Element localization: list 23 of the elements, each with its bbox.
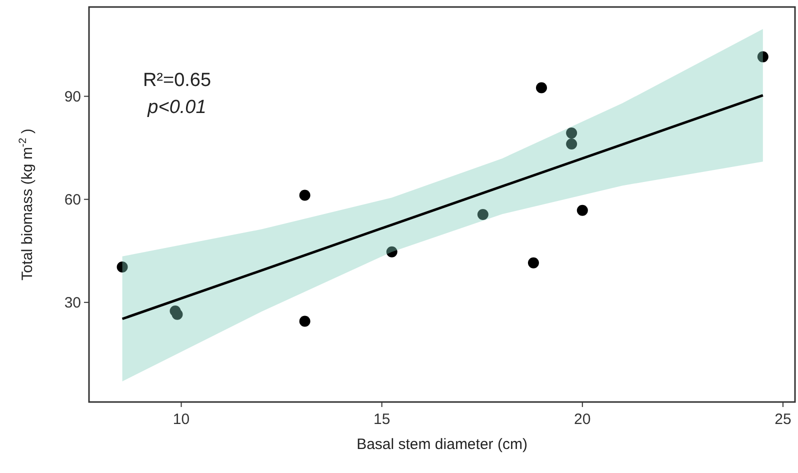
x-tick-label: 15 bbox=[373, 411, 390, 428]
point bbox=[477, 208, 488, 220]
point bbox=[576, 204, 588, 216]
x-axis-title: Basal stem diameter (cm) bbox=[356, 436, 528, 453]
y-tick-label: 90 bbox=[64, 88, 81, 106]
point bbox=[172, 308, 183, 320]
point bbox=[566, 128, 578, 139]
point bbox=[299, 190, 310, 201]
point bbox=[528, 257, 539, 268]
x-tick-label: 10 bbox=[172, 411, 190, 428]
point bbox=[566, 138, 578, 150]
point bbox=[386, 246, 398, 258]
line-series bbox=[121, 94, 764, 320]
point bbox=[536, 82, 547, 94]
point bbox=[757, 51, 768, 62]
annotation: R²=0.65 bbox=[142, 70, 212, 91]
point bbox=[299, 316, 310, 327]
x-tick-label: 20 bbox=[574, 411, 591, 428]
annotation: p<0.01 bbox=[146, 97, 206, 118]
x-tick-label: 25 bbox=[774, 411, 792, 428]
y-tick-label: 30 bbox=[64, 294, 81, 312]
point bbox=[116, 262, 128, 273]
y-tick-label: 60 bbox=[64, 191, 81, 208]
